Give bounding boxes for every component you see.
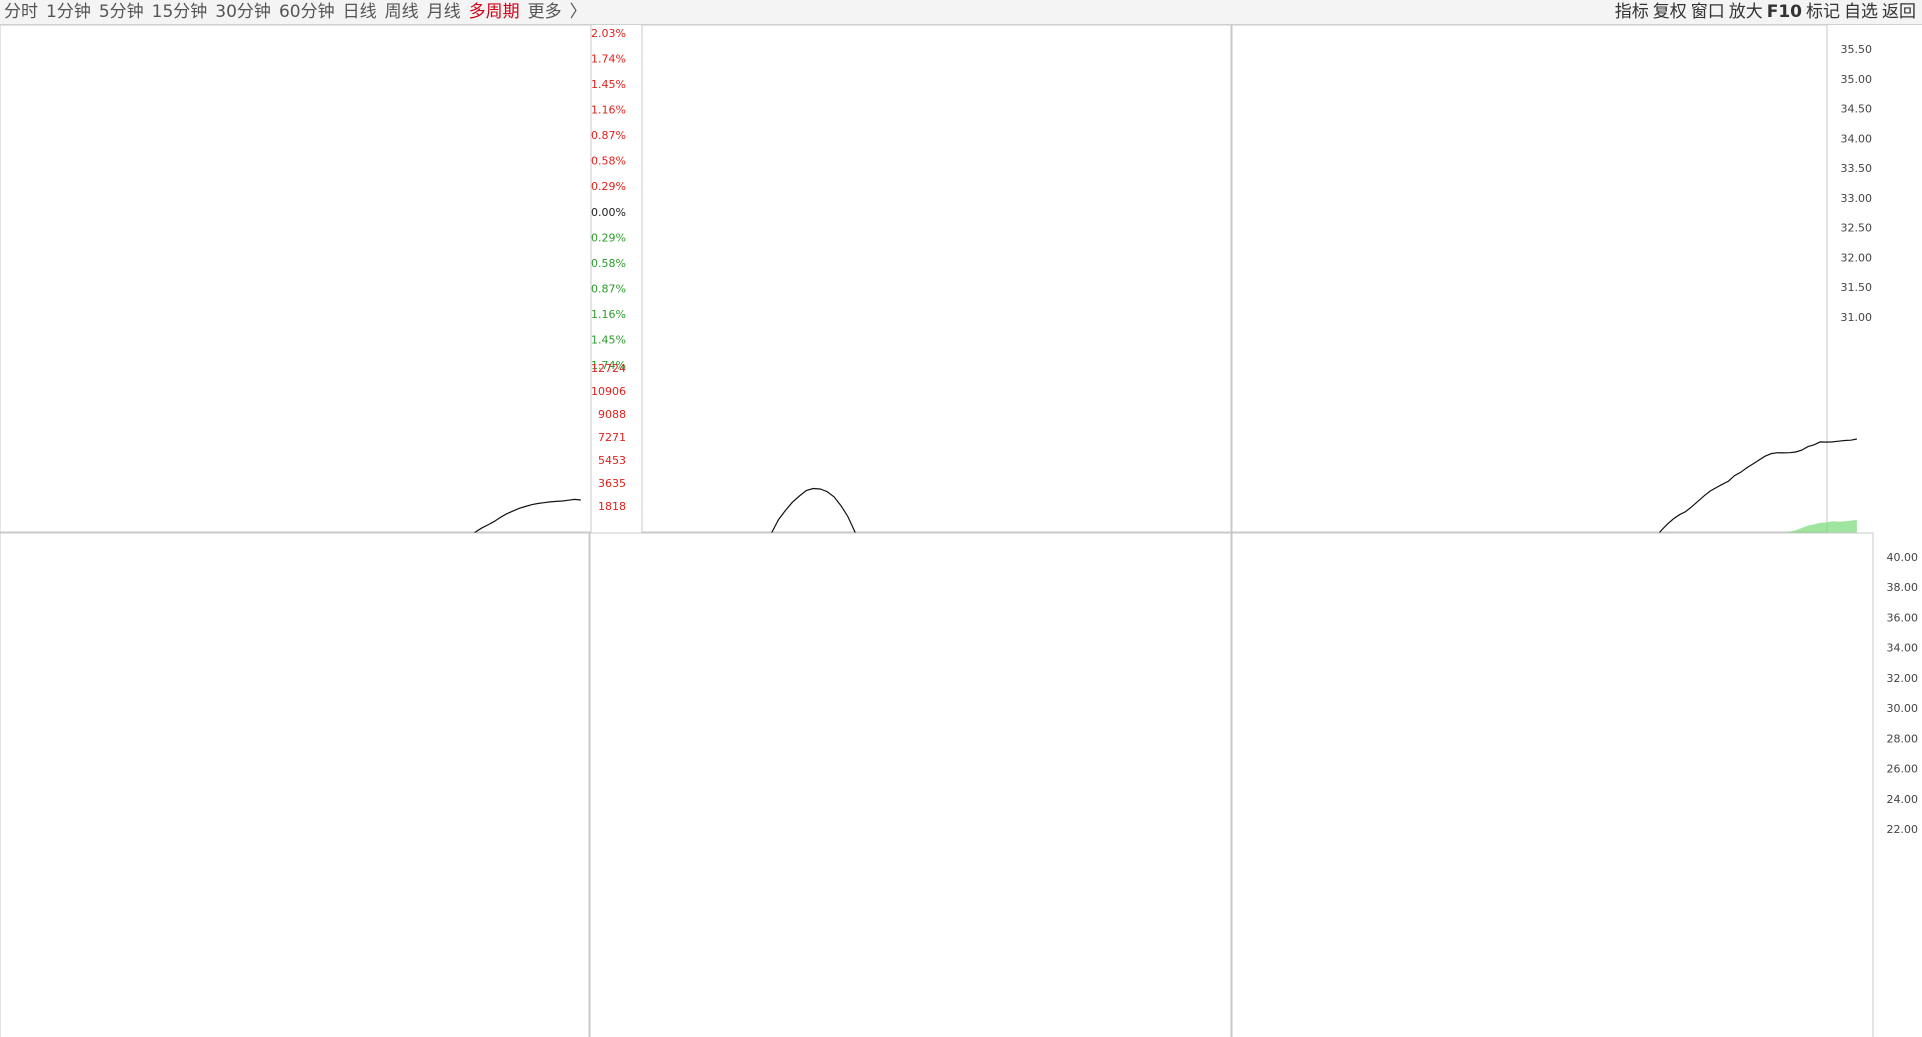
period-tab-7[interactable]: 周线 [384, 2, 419, 22]
period-tab-8[interactable]: 月线 [426, 2, 461, 22]
panel-day-frame [589, 532, 1232, 1037]
y2-tick: 26.00 [1887, 763, 1919, 776]
toolbar-button-3[interactable]: 放大 [1728, 2, 1763, 22]
y2-tick: 40.00 [1887, 551, 1919, 564]
more-chevron-icon[interactable]: 〉 [569, 2, 587, 22]
pct-tick: 0.00% [591, 206, 626, 219]
y2-tick: 31.50 [1841, 281, 1873, 294]
toolbar-button-6[interactable]: 自选 [1844, 2, 1878, 22]
pct-tick: 0.87% [591, 129, 626, 142]
y2-tick: 32.50 [1841, 222, 1873, 235]
volume-tick: 1818 [598, 500, 626, 513]
y2-tick: 32.00 [1841, 251, 1873, 264]
pct-tick: 2.03% [591, 27, 626, 40]
volume-tick: 3635 [598, 477, 626, 490]
period-tab-2[interactable]: 5分钟 [98, 2, 144, 22]
panel-5min-frame [641, 25, 1232, 533]
panel-week-frame [1231, 532, 1874, 1037]
pct-tick: 0.29% [591, 231, 626, 244]
y2-tick: 33.50 [1841, 162, 1873, 175]
volume-tick: 10906 [591, 385, 626, 398]
toolbar-button-2[interactable]: 窗口 [1690, 2, 1725, 22]
pct-tick: 0.87% [591, 282, 626, 295]
toolbar-button-0[interactable]: 指标 [1614, 2, 1649, 22]
volume-tick: 12724 [591, 362, 626, 375]
period-toolbar: 分时 1分钟 5分钟 15分钟 30分钟 60分钟 日线 周线 月线 多周期 更多〉 指标 复权 窗口放… [0, 0, 1922, 25]
volume-tick: 7271 [598, 431, 626, 444]
period-tab-3[interactable]: 15分钟 [151, 2, 208, 22]
intraday-frame [0, 25, 592, 533]
y2-tick: 31.00 [1841, 311, 1873, 324]
pct-tick: 1.74% [591, 359, 626, 372]
period-tab-1[interactable]: 1分钟 [46, 2, 91, 22]
period-tab-6[interactable]: 日线 [342, 2, 377, 22]
period-tab-5[interactable]: 60分钟 [278, 2, 335, 22]
y2-tick: 22.00 [1887, 823, 1919, 836]
y2-tick: 24.00 [1887, 793, 1919, 806]
panel-60min-frame [0, 532, 590, 1037]
pct-tick: 1.74% [591, 53, 626, 66]
pct-tick: 1.45% [591, 333, 626, 346]
y2-tick: 34.50 [1841, 103, 1873, 116]
volume-tick: 9088 [598, 408, 626, 421]
y2-tick: 28.00 [1887, 732, 1919, 745]
period-tab-9[interactable]: 多周期 [468, 2, 520, 22]
y2-tick: 38.00 [1887, 581, 1919, 594]
pct-tick: 1.45% [591, 78, 626, 91]
y2-tick: 35.50 [1841, 43, 1873, 56]
y2-tick: 34.00 [1887, 642, 1919, 655]
toolbar-button-5[interactable]: 标记 [1806, 2, 1840, 22]
period-tab-10[interactable]: 更多 [527, 2, 562, 22]
y2-tick: 34.00 [1841, 132, 1873, 145]
pct-tick: 1.16% [591, 308, 626, 321]
pct-tick: 0.29% [591, 180, 626, 193]
toolbar-button-4[interactable]: F10 [1766, 2, 1802, 22]
y2-tick: 36.00 [1887, 611, 1919, 624]
panel-15min-frame [1231, 25, 1828, 533]
toolbar-button-1[interactable]: 复权 [1652, 2, 1687, 22]
toolbar-button-7[interactable]: 返回 [1882, 2, 1916, 22]
y2-tick: 32.00 [1887, 672, 1919, 685]
pct-tick: 0.58% [591, 257, 626, 270]
y2-tick: 35.00 [1841, 73, 1873, 86]
period-tab-0[interactable]: 分时 [4, 2, 38, 22]
charts-area: 长电科技32.20-1.11%▼-0.36现量3750换手2.20%量比0.69… [0, 25, 1919, 1037]
pct-tick: 0.58% [591, 155, 626, 168]
y2-tick: 33.00 [1841, 192, 1873, 205]
volume-tick: 5453 [598, 454, 626, 467]
y2-tick: 30.00 [1887, 702, 1919, 715]
pct-tick: 1.16% [591, 104, 626, 117]
period-tab-4[interactable]: 30分钟 [215, 2, 271, 22]
